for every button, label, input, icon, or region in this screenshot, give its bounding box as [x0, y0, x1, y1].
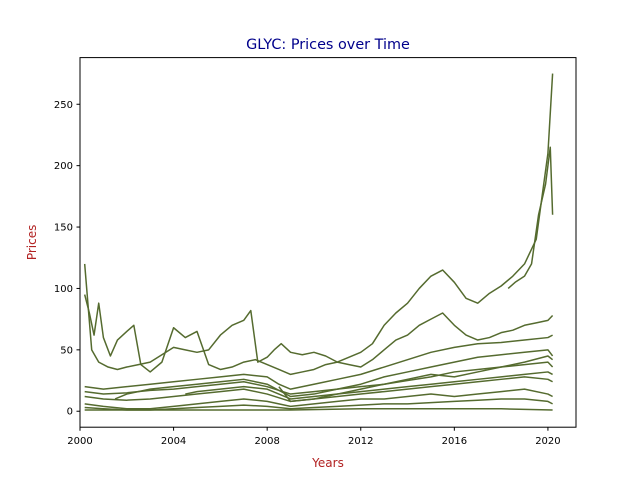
chart-title: GLYC: Prices over Time [246, 37, 410, 53]
series-line-6 [84, 388, 553, 410]
x-axis-label: Years [311, 456, 344, 470]
y-axis-ticks: 0 50 100 150 200 250 [54, 100, 80, 418]
series-line-10 [278, 355, 554, 403]
x-tick-label: 2016 [442, 436, 467, 447]
axes-frame [79, 57, 577, 428]
series-line-4 [84, 361, 554, 395]
y-tick-label: 250 [54, 100, 73, 111]
series-line-9 [185, 371, 553, 400]
y-tick-label: 200 [54, 161, 73, 172]
x-tick-label: 2012 [348, 436, 373, 447]
series-line-5 [84, 376, 553, 403]
y-axis-label: Prices [25, 225, 39, 261]
x-tick-label: 2004 [161, 436, 186, 447]
x-tick-label: 2020 [535, 436, 560, 447]
y-tick-label: 100 [54, 284, 73, 295]
series-line-2 [83, 263, 554, 371]
series-line-12 [84, 408, 553, 411]
y-tick-label: 150 [54, 223, 73, 234]
y-tick-label: 50 [60, 345, 73, 356]
x-axis-ticks: 2000 2004 2008 2012 2016 2020 [67, 427, 561, 447]
x-tick-label: 2000 [67, 436, 92, 447]
series-line-3 [84, 334, 553, 390]
y-tick-label: 0 [67, 407, 73, 418]
series-line-11 [507, 146, 554, 290]
series-line-8 [114, 349, 554, 400]
x-tick-label: 2008 [254, 436, 279, 447]
series-layer [83, 73, 554, 411]
series-line-1 [83, 73, 554, 376]
